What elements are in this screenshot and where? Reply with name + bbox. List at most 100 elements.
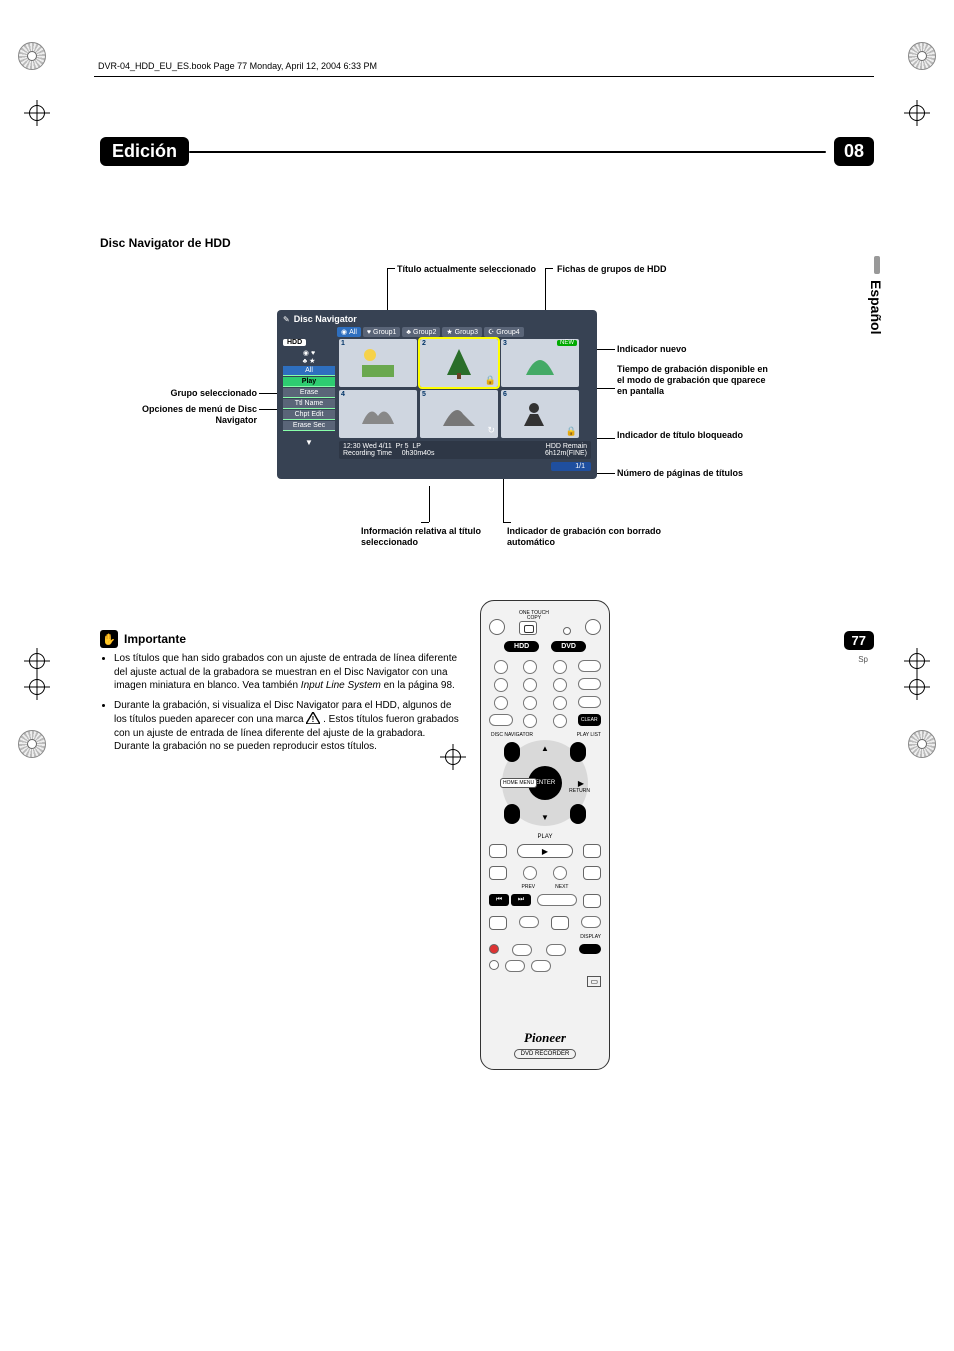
misc-button[interactable] xyxy=(512,944,532,956)
discnav-button[interactable] xyxy=(504,742,520,762)
callout-text: Grupo seleccionado xyxy=(170,388,257,398)
home-button[interactable] xyxy=(504,804,520,824)
info-duration: 0h30m40s xyxy=(402,450,435,457)
transport-button[interactable] xyxy=(537,894,577,906)
callout-text: Indicador de grabación con borrado autom… xyxy=(507,526,661,547)
navigator-title: Disc Navigator xyxy=(294,314,357,324)
num-button[interactable] xyxy=(523,660,537,674)
num-button[interactable] xyxy=(553,696,567,710)
remote-button[interactable] xyxy=(585,619,601,635)
transport-button[interactable] xyxy=(489,866,507,880)
recorder-badge: DVD RECORDER xyxy=(514,1049,577,1059)
callout-borr: Indicador de grabación con borrado autom… xyxy=(507,526,667,548)
page-number: 77 xyxy=(844,631,874,650)
menu-erasesec[interactable]: Erase Sec xyxy=(283,421,335,431)
num-button[interactable] xyxy=(553,660,567,674)
menu-erase[interactable]: Erase xyxy=(283,388,335,398)
tab-label: All xyxy=(349,329,357,336)
thumb-num: 5 xyxy=(422,391,426,398)
autoerase-icon: ↻ xyxy=(487,425,495,436)
remote-button[interactable] xyxy=(489,619,505,635)
num-button[interactable] xyxy=(494,696,508,710)
arrow-down-icon: ▼ xyxy=(541,813,549,822)
thumb-2[interactable]: 2 🔒 xyxy=(420,339,498,387)
tab-group3[interactable]: ★ Group3 xyxy=(442,327,482,337)
misc-button[interactable] xyxy=(489,916,507,930)
menu-all[interactable]: All xyxy=(283,366,335,376)
menu-ttlname[interactable]: Ttl Name xyxy=(283,399,335,409)
color-button[interactable] xyxy=(489,960,499,970)
thumb-5[interactable]: 5 ↻ xyxy=(420,390,498,438)
callout-text: Título actualmente seleccionado xyxy=(397,264,536,274)
menu-play[interactable]: Play xyxy=(283,377,335,387)
info-rec-label: Recording Time xyxy=(343,450,392,457)
thumb-6[interactable]: 6 🔒 xyxy=(501,390,579,438)
important-icon: ✋ xyxy=(100,630,118,648)
nav-pad[interactable]: ▲ ▼ ◀ ▶ ENTER HOME MENU RETURN xyxy=(502,740,588,826)
clear-button[interactable]: CLEAR xyxy=(578,714,602,726)
num-button[interactable] xyxy=(523,678,537,692)
num-button[interactable] xyxy=(553,714,567,728)
transport-button[interactable] xyxy=(553,866,567,880)
callout-grupo: Grupo seleccionado xyxy=(107,388,257,399)
page-lang: Sp xyxy=(858,655,868,664)
next-label: NEXT xyxy=(555,884,568,890)
num-button[interactable] xyxy=(494,678,508,692)
num-button[interactable] xyxy=(494,660,508,674)
next-button[interactable]: ⏭ xyxy=(511,894,531,906)
tab-group2[interactable]: ♣ Group2 xyxy=(402,327,440,337)
num-button[interactable] xyxy=(553,678,567,692)
tab-all[interactable]: ◉ All xyxy=(337,327,361,337)
hdd-button[interactable]: HDD xyxy=(504,641,539,652)
callout-text: Fichas de grupos de HDD xyxy=(557,264,667,274)
led-icon xyxy=(563,627,571,635)
chapter-title: Edición xyxy=(100,137,189,166)
display-button[interactable] xyxy=(579,944,601,954)
thumb-1[interactable]: 1 xyxy=(339,339,417,387)
thumb-num: 1 xyxy=(341,340,345,347)
thumb-4[interactable]: 4 xyxy=(339,390,417,438)
misc-button[interactable] xyxy=(551,916,569,930)
side-button[interactable] xyxy=(578,660,602,672)
dvd-button[interactable]: DVD xyxy=(551,641,586,652)
playlist-button[interactable] xyxy=(570,742,586,762)
misc-button[interactable] xyxy=(531,960,551,972)
info-remain-value: 6h12m(FINE) xyxy=(545,450,587,457)
callout-text: Tiempo de grabación disponible en el mod… xyxy=(617,364,768,396)
page-indicator: 1/1 xyxy=(551,462,591,471)
thumb-3[interactable]: 3 NEW xyxy=(501,339,579,387)
info-bar: 12:30 Wed 4/11 Pr 5 LP Recording Time 0h… xyxy=(339,441,591,459)
tab-group4[interactable]: ☪ Group4 xyxy=(484,327,524,337)
thumb-num: 3 xyxy=(503,340,507,347)
prev-button[interactable]: ⏮ xyxy=(489,894,509,906)
color-button-red[interactable] xyxy=(489,944,499,954)
transport-button[interactable] xyxy=(489,844,507,858)
misc-button[interactable] xyxy=(546,944,566,956)
header-line: DVR-04_HDD_EU_ES.book Page 77 Monday, Ap… xyxy=(94,61,377,73)
callout-tiempo: Tiempo de grabación disponible en el mod… xyxy=(617,364,777,396)
important-label: Importante xyxy=(124,632,186,646)
tab-label: Group2 xyxy=(413,329,436,336)
transport-button[interactable] xyxy=(583,894,601,908)
side-button[interactable] xyxy=(578,696,602,708)
misc-button[interactable] xyxy=(505,960,525,972)
menu-chpt[interactable]: Chpt Edit xyxy=(283,410,335,420)
side-button[interactable] xyxy=(578,678,602,690)
page: DVR-04_HDD_EU_ES.book Page 77 Monday, Ap… xyxy=(0,0,954,800)
tab-group1[interactable]: ♥ Group1 xyxy=(363,327,401,337)
misc-button[interactable] xyxy=(581,916,601,928)
chapter-bar: Edición 08 xyxy=(100,137,874,166)
num-button[interactable] xyxy=(523,714,537,728)
num-button[interactable] xyxy=(523,696,537,710)
side-button[interactable] xyxy=(489,714,513,726)
prev-label: PREV xyxy=(522,884,536,890)
display-label: DISPLAY xyxy=(580,934,601,940)
transport-button[interactable] xyxy=(523,866,537,880)
transport-button[interactable] xyxy=(583,866,601,880)
play-button[interactable]: ▶ xyxy=(517,844,573,858)
return-button[interactable] xyxy=(570,804,586,824)
transport-button[interactable] xyxy=(583,844,601,858)
copy-button[interactable] xyxy=(519,621,537,635)
callout-numpag: Número de páginas de títulos xyxy=(617,468,757,479)
misc-button[interactable] xyxy=(519,916,539,928)
